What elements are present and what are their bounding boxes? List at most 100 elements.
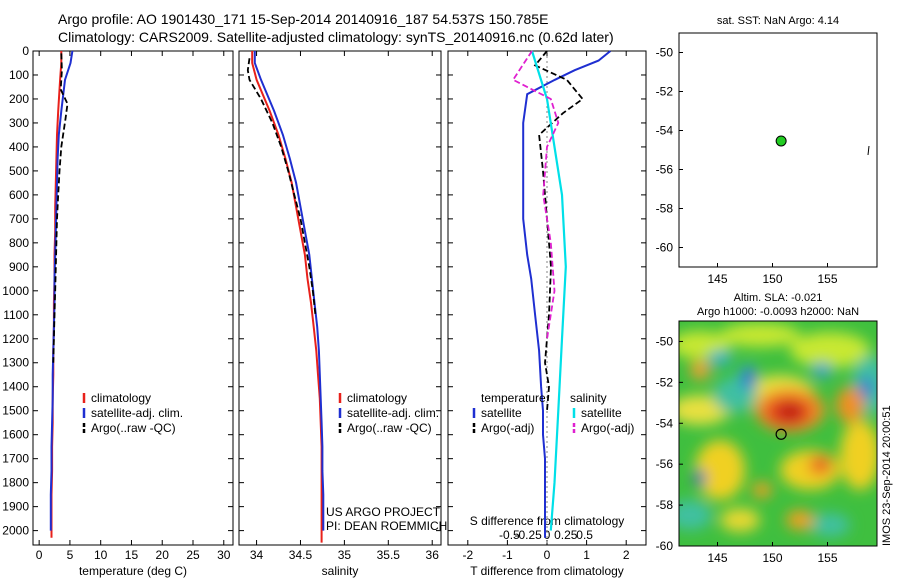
depth-ytick: 200 bbox=[9, 92, 29, 106]
temperature-xtick: 20 bbox=[156, 548, 170, 562]
legend-title-temperature: temperature bbox=[481, 391, 546, 405]
depth-ytick: 0 bbox=[22, 44, 29, 58]
difference-xtick: 0 bbox=[544, 548, 551, 562]
sla-ytick: -50 bbox=[656, 334, 674, 348]
depth-ytick: 2000 bbox=[2, 524, 29, 538]
sst-ytick: -52 bbox=[656, 85, 674, 99]
s-difference-tick: -0.5 bbox=[499, 528, 520, 542]
salinity-xtick: 35.5 bbox=[377, 548, 401, 562]
temperature-xtick: 25 bbox=[186, 548, 200, 562]
depth-ytick: 1500 bbox=[2, 404, 29, 418]
imos-timestamp: IMOS 23-Sep-2014 20:00:51 bbox=[881, 405, 893, 546]
depth-ytick: 1800 bbox=[2, 476, 29, 490]
depth-ytick: 1600 bbox=[2, 428, 29, 442]
difference-legend-item: Argo(-adj) bbox=[581, 421, 634, 435]
sla-ytick: -56 bbox=[656, 457, 674, 471]
salinity-xtick: 36 bbox=[426, 548, 440, 562]
sla-title: Altim. SLA: -0.021 bbox=[734, 292, 823, 304]
depth-ytick: 400 bbox=[9, 140, 29, 154]
t-diff-argo-line bbox=[533, 50, 584, 411]
s-diff-argo-line bbox=[511, 50, 560, 339]
difference-legend-item: Argo(-adj) bbox=[481, 421, 534, 435]
sla-argo-point bbox=[775, 428, 787, 440]
difference-xtick: -2 bbox=[462, 548, 473, 562]
difference-legend-item: satellite bbox=[581, 406, 622, 420]
sla-ytick: -54 bbox=[656, 416, 674, 430]
depth-ytick: 1300 bbox=[2, 356, 29, 370]
s-difference-tick: -0.25 bbox=[515, 528, 543, 542]
depth-ytick: 700 bbox=[9, 212, 29, 226]
legend-title-salinity: salinity bbox=[570, 391, 607, 405]
sst-ytick: -58 bbox=[656, 202, 674, 216]
salinity-legend-item: satellite-adj. clim. bbox=[347, 406, 439, 420]
temperature-xtick: 10 bbox=[94, 548, 108, 562]
depth-ytick: 1700 bbox=[2, 452, 29, 466]
depth-ytick: 1400 bbox=[2, 380, 29, 394]
salinity-legend-item: climatology bbox=[347, 391, 407, 405]
difference-xtick: -1 bbox=[502, 548, 513, 562]
sst-ytick: -56 bbox=[656, 163, 674, 177]
salinity-argo-line bbox=[246, 58, 317, 315]
temperature-satellite-line bbox=[49, 50, 74, 531]
depth-ytick: 800 bbox=[9, 236, 29, 250]
temperature-legend-item: Argo(..raw -QC) bbox=[91, 421, 176, 435]
difference-legend-item: satellite bbox=[481, 406, 522, 420]
depth-ytick: 1100 bbox=[3, 308, 29, 322]
salinity-satellite-line bbox=[253, 51, 325, 531]
salinity-xlabel: salinity bbox=[322, 564, 359, 578]
depth-ytick: 600 bbox=[9, 188, 29, 202]
depth-ytick: 1000 bbox=[2, 284, 29, 298]
temperature-frame bbox=[32, 50, 234, 546]
difference-panel: -2 -1 0 1 2-0.5-0.25 0 0.250.5S difference fro… bbox=[447, 50, 647, 578]
s-difference-tick: 0 bbox=[544, 528, 551, 542]
temperature-legend-item: satellite-adj. clim. bbox=[91, 406, 183, 420]
sst-ytick: -50 bbox=[656, 46, 674, 60]
salinity-panel: 34 34.5 35 35.5 36 climatologysatellite-adj. … bbox=[238, 50, 447, 578]
sst-argo-point bbox=[775, 135, 787, 147]
s-diff-satellite-line bbox=[530, 50, 567, 531]
temperature-xtick: 5 bbox=[67, 548, 74, 562]
sst-title: sat. SST: NaN Argo: 4.14 bbox=[717, 15, 839, 27]
sst-ytick: -60 bbox=[656, 241, 674, 255]
sla-ytick: -52 bbox=[656, 375, 674, 389]
sst-frame bbox=[678, 32, 878, 268]
salinity-xtick: 35 bbox=[338, 548, 352, 562]
header-line-2: Climatology: CARS2009. Satellite-adjuste… bbox=[58, 29, 614, 45]
project-annotation: US ARGO PROJECT bbox=[326, 505, 441, 519]
sst-map-panel: sat. SST: NaN Argo: 4.14 145 150 155 -50 -52… bbox=[656, 15, 878, 286]
depth-ytick: 900 bbox=[9, 260, 29, 274]
sla-subtitle: Argo h1000: -0.0093 h2000: NaN bbox=[697, 306, 859, 318]
pi-annotation: PI: DEAN ROEMMICH bbox=[326, 519, 447, 533]
sla-xtick: 150 bbox=[762, 551, 782, 565]
sst-xtick: 155 bbox=[817, 272, 837, 286]
sla-map-panel: Altim. SLA: -0.021 Argo h1000: -0.0093 h… bbox=[656, 292, 893, 565]
sst-xtick: 150 bbox=[762, 272, 782, 286]
temperature-xlabel: temperature (deg C) bbox=[79, 564, 187, 578]
depth-ytick: 1900 bbox=[2, 500, 29, 514]
sst-coast-mark bbox=[867, 145, 870, 156]
sla-ytick: -60 bbox=[656, 539, 674, 553]
depth-ytick: 300 bbox=[9, 116, 29, 130]
temperature-panel: 0 100 200 300 400 500 600 700 800 900 1000 1100 1200… bbox=[2, 44, 234, 578]
temperature-xtick: 15 bbox=[125, 548, 139, 562]
t-difference-xlabel: T difference from climatology bbox=[470, 564, 624, 578]
sla-frame bbox=[678, 320, 878, 547]
s-difference-tick: 0.5 bbox=[576, 528, 593, 542]
salinity-xtick: 34.5 bbox=[289, 548, 313, 562]
s-difference-tick: 0.25 bbox=[554, 528, 578, 542]
salinity-frame bbox=[238, 50, 442, 546]
t-diff-satellite-line bbox=[522, 50, 612, 538]
sst-xtick: 145 bbox=[707, 272, 727, 286]
sla-heatmap bbox=[679, 321, 877, 546]
header-line-1: Argo profile: AO 1901430_171 15-Sep-2014… bbox=[58, 11, 548, 27]
sst-ytick: -54 bbox=[656, 124, 674, 138]
difference-xtick: 1 bbox=[583, 548, 590, 562]
salinity-xtick: 34 bbox=[250, 548, 264, 562]
depth-ytick: 1200 bbox=[2, 332, 29, 346]
depth-ytick: 100 bbox=[9, 68, 29, 82]
temperature-legend-item: climatology bbox=[91, 391, 151, 405]
depth-ytick: 500 bbox=[9, 164, 29, 178]
temperature-xtick: 30 bbox=[217, 548, 231, 562]
salinity-legend-item: Argo(..raw -QC) bbox=[347, 421, 432, 435]
